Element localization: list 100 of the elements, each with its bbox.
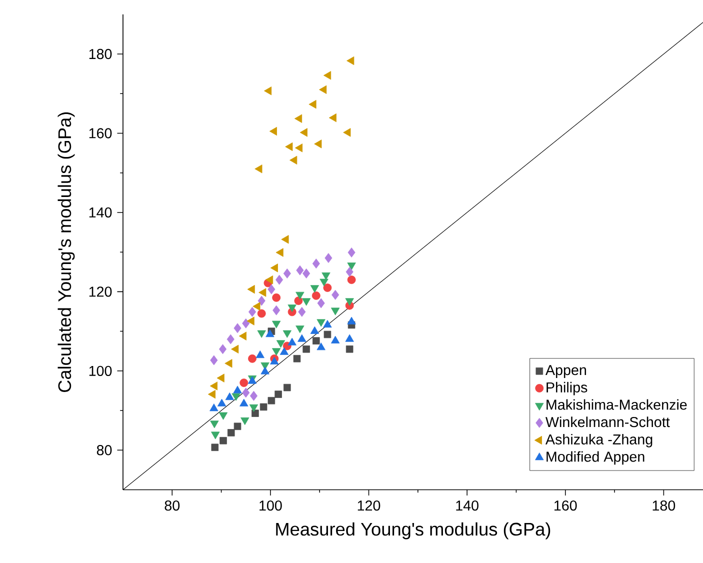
point (233, 386, 242, 394)
point (300, 128, 308, 137)
point (216, 374, 224, 383)
point (296, 292, 304, 300)
point (294, 114, 302, 124)
point (296, 265, 304, 276)
legend-label: Philips (546, 382, 588, 396)
y-tick-label: 100 (89, 366, 112, 376)
point (276, 274, 284, 285)
point (314, 140, 322, 148)
point (281, 235, 289, 244)
point (280, 347, 289, 356)
point (288, 304, 296, 312)
point (272, 305, 280, 316)
point (323, 71, 332, 80)
point (218, 344, 227, 354)
legend-label: Appen (545, 365, 586, 378)
x-axis-title: Measured Young's modulus (GPa) (276, 522, 550, 540)
point (323, 320, 332, 328)
point (319, 85, 327, 94)
x-tick-label: 180 (652, 500, 676, 511)
point (302, 268, 310, 279)
point (284, 384, 291, 392)
point (298, 334, 306, 342)
point (308, 100, 316, 109)
point (283, 268, 291, 279)
y-axis-title: Calculated Young's modulus (GPa) (58, 112, 75, 392)
point (294, 144, 303, 152)
point (240, 398, 248, 407)
point (226, 334, 234, 344)
point (246, 316, 254, 326)
point (296, 326, 304, 334)
point (220, 437, 227, 444)
point (238, 332, 246, 341)
point (211, 444, 219, 452)
point (257, 330, 266, 338)
point (316, 319, 326, 327)
point (272, 348, 281, 356)
point (210, 420, 219, 428)
y-tick-label: 140 (89, 208, 112, 218)
point (258, 296, 266, 306)
point (217, 398, 226, 407)
point (272, 320, 281, 328)
x-tick-label: 80 (164, 500, 180, 511)
y-tick-label: 80 (96, 445, 112, 456)
point (330, 336, 340, 344)
point (312, 337, 320, 345)
point (257, 309, 266, 318)
point (252, 302, 260, 311)
point (232, 393, 240, 401)
point (249, 404, 258, 412)
point (346, 267, 354, 277)
point (276, 340, 286, 348)
point (328, 114, 336, 122)
point (211, 432, 220, 440)
point (242, 318, 250, 328)
point (323, 284, 332, 292)
point (234, 422, 242, 430)
point (343, 128, 351, 137)
legend-label: Winkelmann-Schott (546, 416, 670, 428)
point (224, 359, 232, 368)
point (264, 86, 272, 96)
point (210, 355, 218, 366)
point (317, 298, 325, 308)
point (265, 276, 274, 284)
point (348, 248, 356, 258)
point (210, 404, 218, 412)
point (270, 264, 278, 272)
point (258, 288, 266, 297)
point (285, 142, 293, 152)
point (345, 334, 354, 342)
point (294, 296, 303, 306)
point (242, 388, 250, 398)
point (288, 338, 296, 346)
point (310, 285, 320, 293)
point (208, 390, 216, 399)
y-tick-label: 180 (89, 49, 112, 60)
point (302, 346, 310, 353)
point (324, 253, 332, 264)
point (346, 346, 354, 353)
point (248, 307, 256, 317)
point (330, 308, 340, 316)
point (248, 354, 256, 363)
y-tick-label: 120 (89, 286, 112, 297)
point (210, 382, 218, 390)
point (320, 278, 328, 286)
point (347, 262, 356, 270)
point (346, 56, 354, 66)
legend-label: Makishima-Mackenzie (546, 399, 687, 410)
point (260, 366, 270, 374)
point (345, 298, 354, 306)
point (268, 284, 276, 294)
x-tick-label: 100 (260, 500, 282, 511)
x-tick-label: 160 (554, 500, 577, 511)
x-tick-label: 120 (358, 500, 380, 511)
point (268, 397, 276, 404)
point (225, 392, 234, 400)
point (310, 326, 320, 334)
point (324, 330, 332, 338)
point (240, 418, 250, 426)
